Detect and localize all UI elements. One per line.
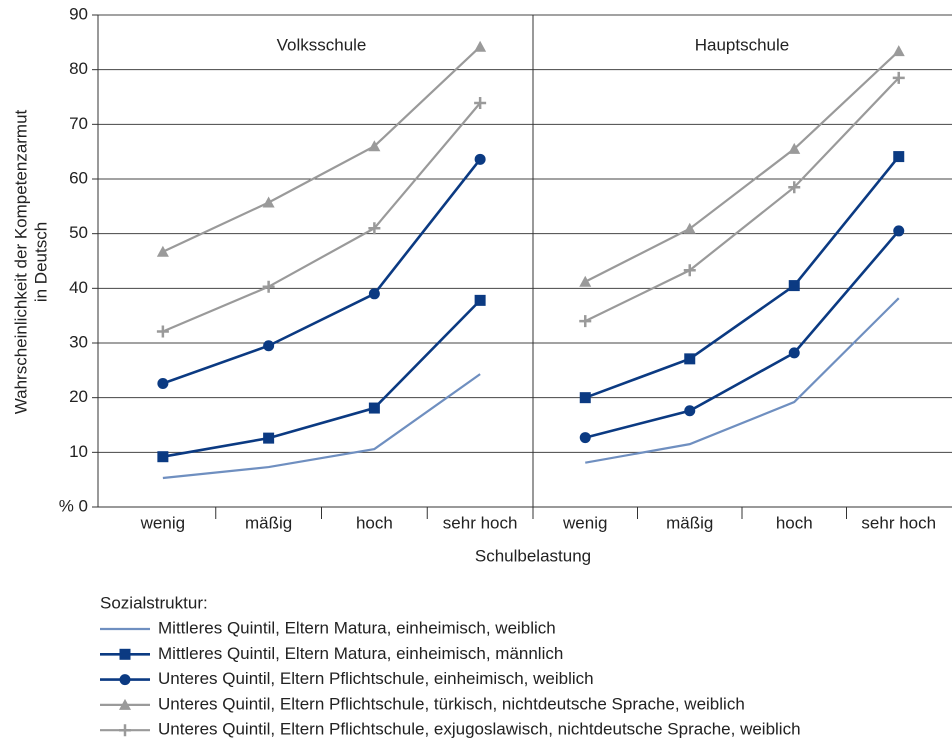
y-tick-label: 90 [69, 4, 88, 23]
series-line [584, 77, 900, 323]
marker [683, 264, 696, 277]
panel-title: Volksschule [277, 35, 367, 54]
y-tick-label: 60 [69, 168, 88, 187]
series-line [162, 102, 481, 333]
legend-label: Mittleres Quintil, Eltern Matura, einhei… [158, 644, 563, 663]
marker [684, 405, 696, 417]
marker [368, 140, 381, 152]
marker [263, 432, 275, 444]
y-axis-label: in Deutsch [31, 222, 50, 302]
marker [368, 288, 380, 300]
marker [156, 245, 169, 257]
marker [474, 40, 487, 52]
marker [684, 353, 696, 365]
marker [788, 142, 801, 154]
marker [368, 222, 381, 235]
legend-marker [119, 724, 131, 737]
marker [788, 347, 800, 359]
marker [893, 225, 905, 237]
marker [683, 222, 696, 234]
marker [893, 151, 905, 163]
x-tick-label: wenig [562, 513, 607, 532]
marker [579, 275, 592, 287]
marker [157, 451, 169, 463]
marker [892, 45, 905, 57]
legend-marker [119, 698, 131, 710]
x-tick-label: sehr hoch [443, 513, 518, 532]
marker [474, 97, 487, 110]
x-tick-label: sehr hoch [861, 513, 936, 532]
y-tick-label: 40 [69, 278, 88, 297]
series-line [162, 299, 482, 458]
legend-title: Sozialstruktur: [100, 593, 208, 612]
y-tick-label: 50 [69, 223, 88, 242]
x-tick-label: hoch [356, 513, 393, 532]
marker [788, 181, 801, 194]
legend-label: Unteres Quintil, Eltern Pflichtschule, t… [158, 694, 745, 713]
legend-label: Unteres Quintil, Eltern Pflichtschule, e… [158, 720, 801, 739]
series-line [162, 373, 481, 480]
legend-label: Mittleres Quintil, Eltern Matura, einhei… [158, 618, 556, 637]
y-tick-label: 80 [69, 59, 88, 78]
y-axis-label: Wahrscheinlichkeit der Kompetenzarmut [11, 109, 30, 414]
marker [368, 402, 380, 414]
marker [262, 196, 275, 208]
series-line [162, 158, 482, 385]
marker [788, 280, 800, 292]
y-tick-label: % 0 [59, 496, 88, 515]
x-tick-label: hoch [776, 513, 813, 532]
marker [157, 377, 169, 389]
x-axis-label: Schulbelastung [475, 546, 591, 565]
marker [262, 280, 275, 293]
marker [579, 315, 592, 328]
marker [263, 340, 275, 352]
series-line [162, 45, 481, 253]
series-line [584, 230, 900, 439]
legend-marker [119, 674, 131, 686]
series-line [584, 50, 900, 283]
x-tick-label: wenig [140, 513, 185, 532]
legend-marker [119, 648, 131, 660]
x-tick-label: mäßig [245, 513, 292, 532]
y-tick-label: 70 [69, 114, 88, 133]
marker [474, 294, 486, 306]
panel-title: Hauptschule [695, 35, 790, 54]
legend-label: Unteres Quintil, Eltern Pflichtschule, e… [158, 669, 594, 688]
marker [579, 432, 591, 444]
marker [579, 392, 591, 404]
marker [156, 325, 169, 338]
marker [474, 153, 486, 165]
x-tick-label: mäßig [666, 513, 713, 532]
series-line [584, 155, 900, 399]
y-tick-label: 10 [69, 442, 88, 461]
series-line [585, 297, 900, 464]
marker [892, 71, 905, 84]
y-tick-label: 30 [69, 332, 88, 351]
y-tick-label: 20 [69, 387, 88, 406]
